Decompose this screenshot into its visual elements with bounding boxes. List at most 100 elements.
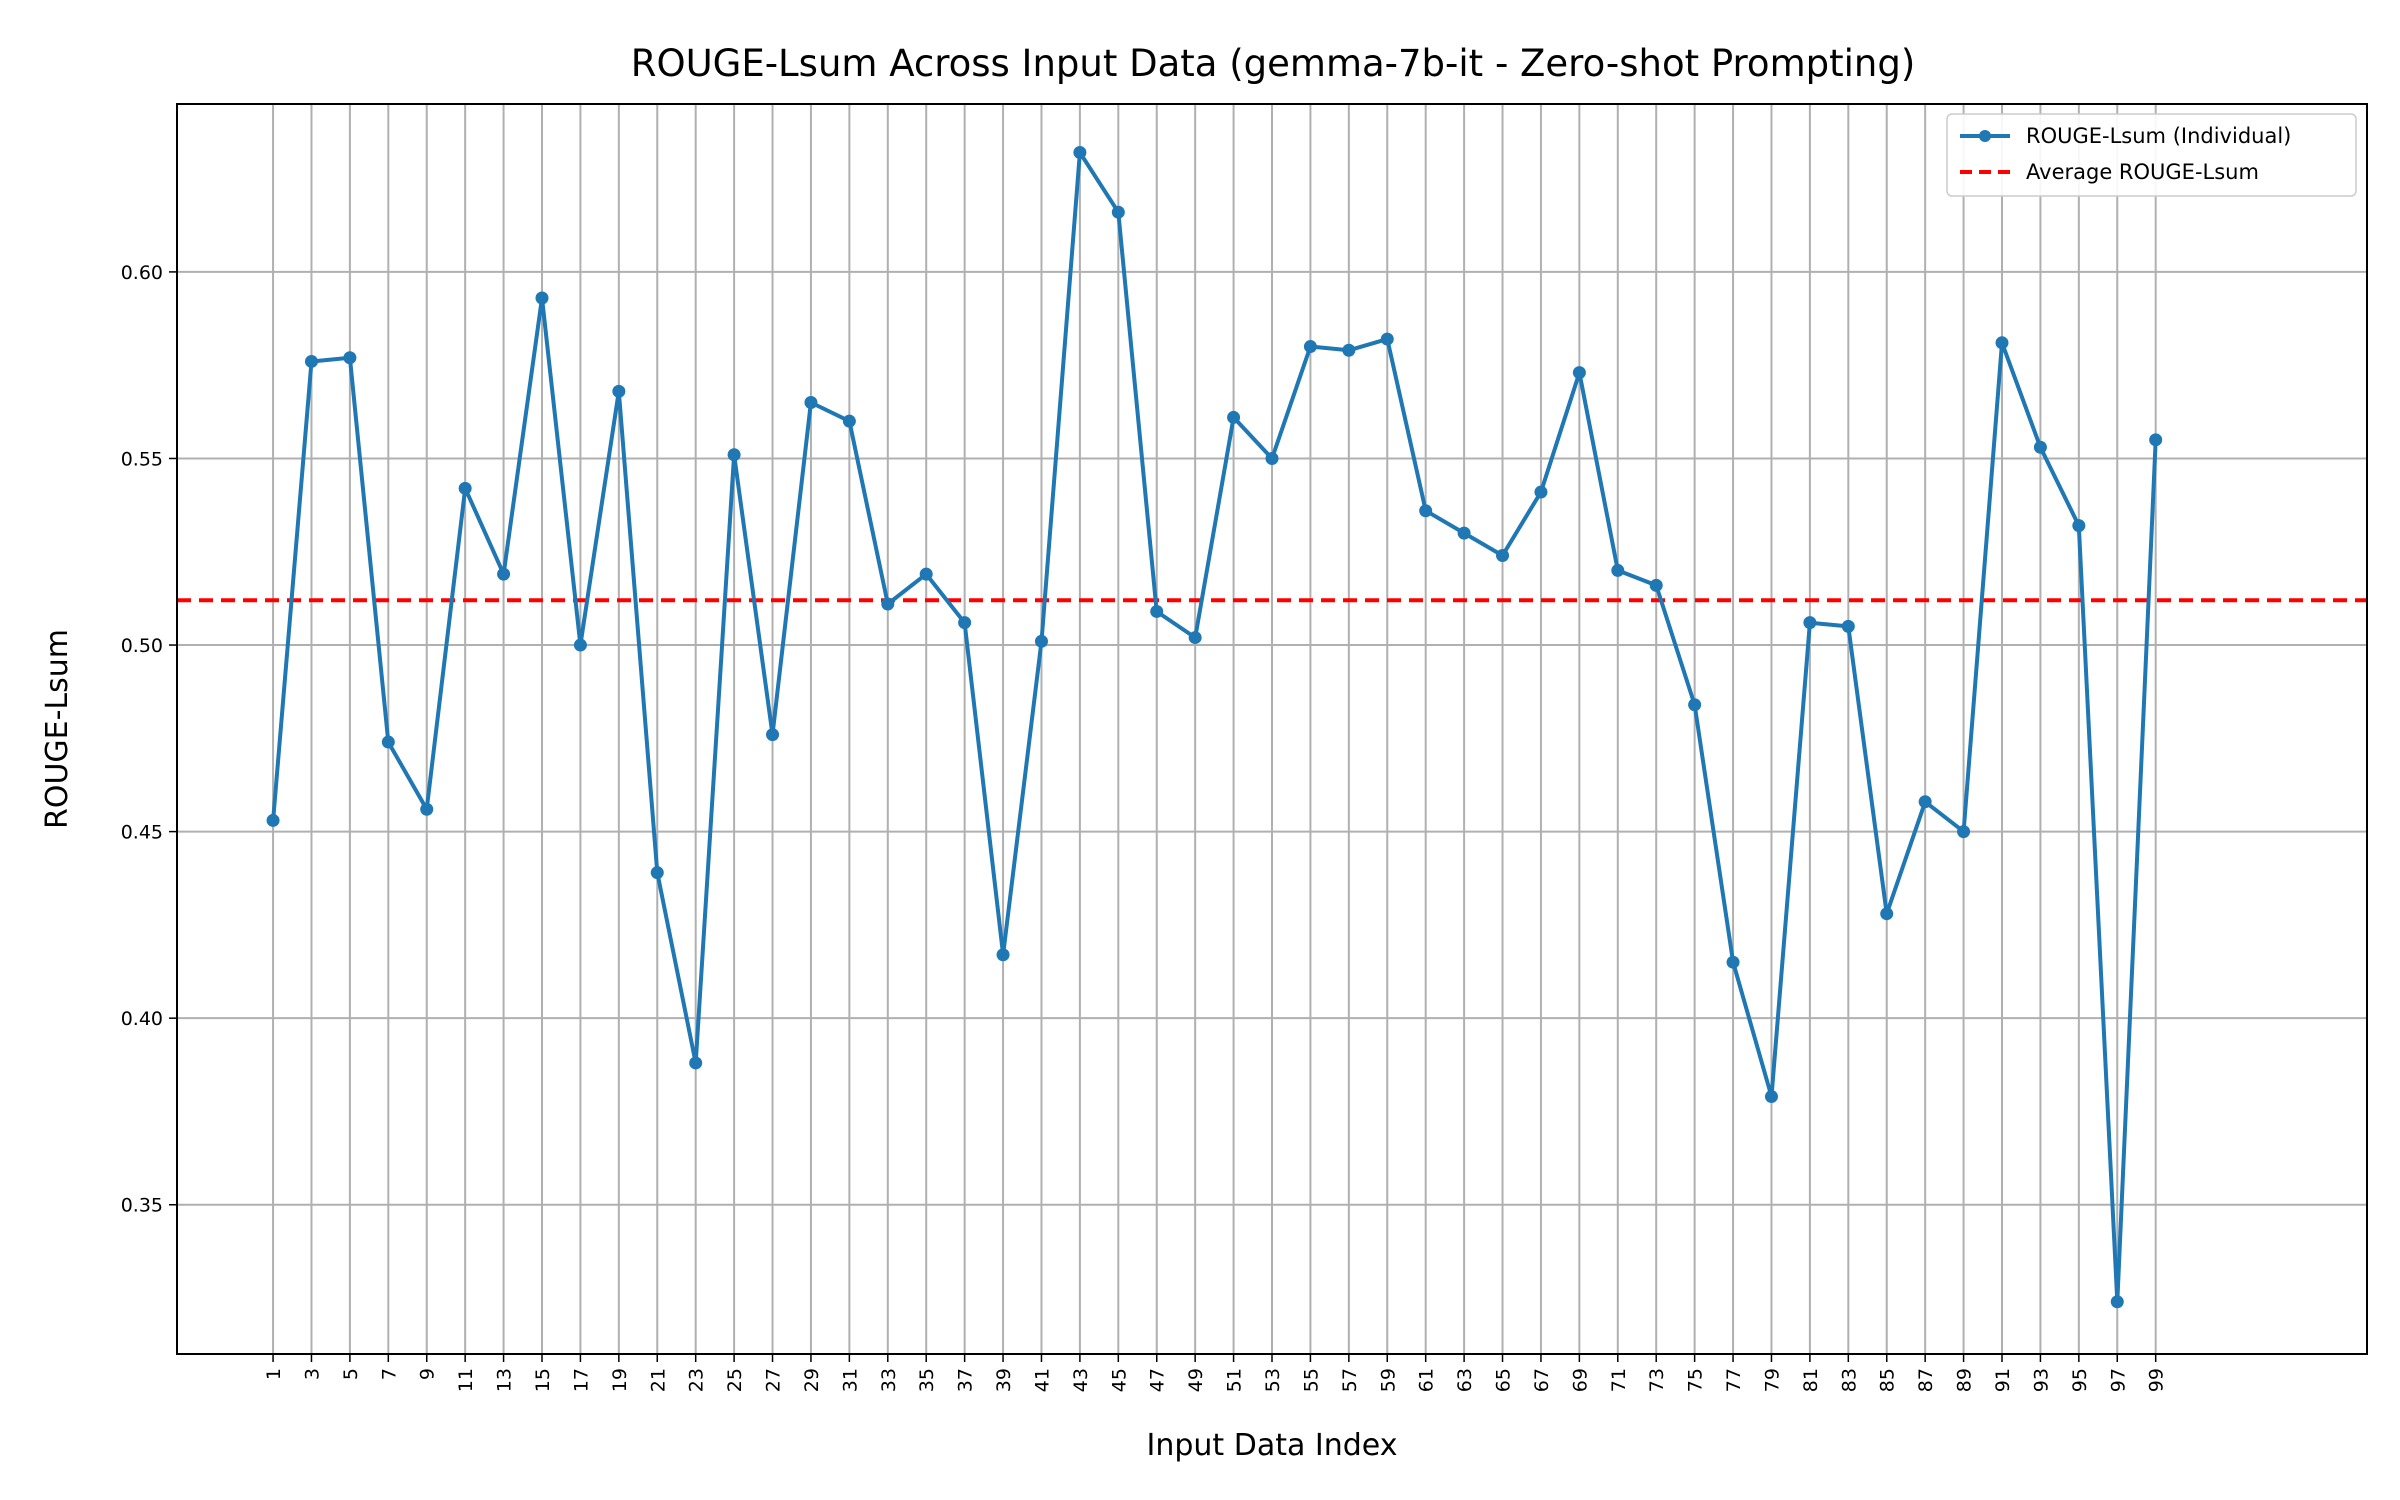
x-tick-label: 53 <box>1262 1368 1284 1392</box>
data-point <box>1649 578 1663 592</box>
x-tick-label: 45 <box>1108 1368 1130 1392</box>
y-tick-label: 0.50 <box>121 635 163 657</box>
x-tick-label: 19 <box>609 1368 631 1392</box>
data-point <box>1150 604 1164 618</box>
chart-title: ROUGE-Lsum Across Input Data (gemma-7b-i… <box>631 42 1916 85</box>
legend-box <box>1946 113 2357 197</box>
data-point <box>304 354 318 368</box>
data-point <box>1841 619 1855 633</box>
series-layer <box>266 146 2163 1309</box>
y-tick-label: 0.55 <box>121 448 163 470</box>
x-tick-label: 27 <box>763 1368 785 1392</box>
x-tick-label: 3 <box>301 1368 323 1380</box>
data-point <box>650 866 664 880</box>
data-point <box>689 1056 703 1070</box>
x-tick-label: 47 <box>1147 1368 1169 1392</box>
x-tick-label: 51 <box>1224 1368 1246 1392</box>
x-tick-label: 89 <box>1954 1368 1976 1392</box>
x-tick-label: 33 <box>878 1368 900 1392</box>
data-point <box>1918 795 1932 809</box>
data-point <box>535 291 549 305</box>
x-tick-label: 35 <box>916 1368 938 1392</box>
x-tick-label: 15 <box>532 1368 554 1392</box>
data-point <box>804 396 818 410</box>
data-point <box>1111 205 1125 219</box>
x-tick-label: 97 <box>2107 1368 2129 1392</box>
x-tick-label: 37 <box>955 1368 977 1392</box>
x-tick-label: 93 <box>2030 1368 2052 1392</box>
data-point <box>1726 955 1740 969</box>
data-point <box>612 384 626 398</box>
x-tick-label: 85 <box>1877 1368 1899 1392</box>
data-point <box>1227 410 1241 424</box>
legend-average-label: Average ROUGE-Lsum <box>2026 160 2259 184</box>
data-point <box>1380 332 1394 346</box>
x-tick-label: 83 <box>1838 1368 1860 1392</box>
y-tick-label: 0.60 <box>121 262 163 284</box>
data-point <box>1764 1090 1778 1104</box>
legend-series-label: ROUGE-Lsum (Individual) <box>2026 124 2291 148</box>
legend: ROUGE-Lsum (Individual) Average ROUGE-Ls… <box>1946 113 2357 197</box>
data-point <box>1995 336 2009 350</box>
data-point <box>1803 616 1817 630</box>
x-tick-label: 49 <box>1185 1368 1207 1392</box>
x-tick-label: 99 <box>2146 1368 2168 1392</box>
data-point <box>881 597 895 611</box>
data-point <box>381 735 395 749</box>
data-point <box>1188 631 1202 645</box>
x-axis-ticks: 1 3 5 7 9 11 13 15 17 19 21 23 25 27 29 31 33 35 37 39 41 43 4… <box>263 1354 2168 1392</box>
data-point <box>1073 146 1087 160</box>
x-tick-label: 57 <box>1339 1368 1361 1392</box>
data-point <box>766 728 780 742</box>
data-point <box>1611 563 1625 577</box>
data-point <box>1534 485 1548 499</box>
x-tick-label: 81 <box>1800 1368 1822 1392</box>
data-point <box>2149 433 2163 447</box>
x-tick-label: 63 <box>1454 1368 1476 1392</box>
x-tick-label: 1 <box>263 1368 285 1380</box>
data-point <box>1572 366 1586 380</box>
x-tick-label: 79 <box>1761 1368 1783 1392</box>
data-point <box>1880 907 1894 921</box>
data-point <box>1265 451 1279 465</box>
x-tick-label: 41 <box>1031 1368 1053 1392</box>
x-tick-label: 71 <box>1608 1368 1630 1392</box>
x-tick-label: 43 <box>1070 1368 1092 1392</box>
x-tick-label: 91 <box>1992 1368 2014 1392</box>
data-point <box>1303 340 1317 354</box>
data-point <box>343 351 357 365</box>
data-point <box>1419 504 1433 518</box>
x-tick-label: 21 <box>647 1368 669 1392</box>
x-tick-label: 17 <box>570 1368 592 1392</box>
legend-series-marker <box>1979 130 1991 142</box>
x-tick-label: 75 <box>1685 1368 1707 1392</box>
x-tick-label: 31 <box>839 1368 861 1392</box>
data-point <box>266 813 280 827</box>
data-point <box>573 638 587 652</box>
x-tick-label: 9 <box>417 1368 439 1380</box>
y-tick-label: 0.35 <box>121 1195 163 1217</box>
data-point <box>919 567 933 581</box>
x-tick-label: 69 <box>1569 1368 1591 1392</box>
data-point <box>958 616 972 630</box>
data-point <box>727 448 741 462</box>
x-tick-label: 7 <box>378 1368 400 1380</box>
y-tick-label: 0.40 <box>121 1008 163 1030</box>
data-point <box>1457 526 1471 540</box>
x-tick-label: 87 <box>1915 1368 1937 1392</box>
x-tick-label: 23 <box>686 1368 708 1392</box>
x-tick-label: 65 <box>1493 1368 1515 1392</box>
data-point <box>1957 825 1971 839</box>
x-tick-label: 39 <box>993 1368 1015 1392</box>
x-tick-label: 13 <box>494 1368 516 1392</box>
grid <box>177 104 2367 1354</box>
y-axis-ticks: 0.35 0.40 0.45 0.50 0.55 0.60 <box>121 262 177 1217</box>
data-point <box>1496 548 1510 562</box>
x-tick-label: 61 <box>1416 1368 1438 1392</box>
x-tick-label: 11 <box>455 1368 477 1392</box>
data-point <box>2033 440 2047 454</box>
data-point <box>996 948 1010 962</box>
x-axis-label: Input Data Index <box>1147 1428 1398 1463</box>
